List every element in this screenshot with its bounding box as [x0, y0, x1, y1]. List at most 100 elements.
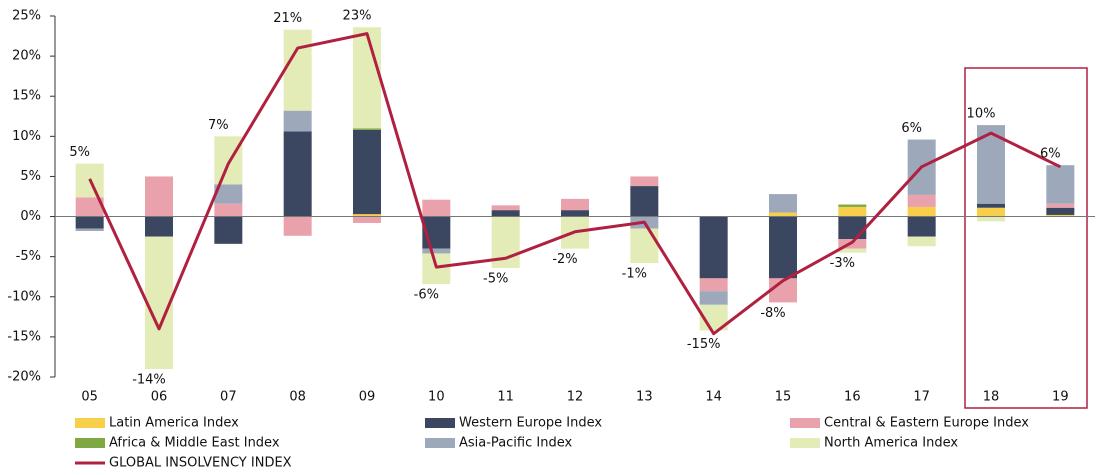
data-label: 10%: [967, 107, 996, 122]
data-label: 21%: [273, 11, 302, 26]
data-label: 6%: [901, 121, 922, 136]
bar-segment: [75, 216, 104, 229]
y-tick-label: -15%: [7, 329, 41, 344]
data-label: -15%: [687, 337, 721, 352]
bar-segment: [1046, 214, 1075, 217]
x-tick-label: 08: [289, 390, 306, 405]
x-tick-label: 16: [844, 390, 861, 405]
bar-segment: [907, 206, 936, 217]
bar-segment: [491, 210, 520, 217]
bar-segment: [75, 228, 104, 231]
legend-swatch: [425, 438, 455, 448]
legend-swatch: [75, 438, 105, 448]
y-tick-label: -5%: [16, 249, 41, 264]
bar-segment: [283, 216, 312, 236]
highlight-box: [964, 67, 1088, 409]
bar-segment: [1046, 203, 1075, 208]
y-tick-label: -10%: [7, 289, 41, 304]
y-tick-label: -20%: [7, 370, 41, 385]
data-label: 5%: [69, 145, 90, 160]
y-tick-label: 15%: [12, 89, 41, 104]
data-label: -2%: [552, 252, 577, 267]
legend-swatch: [790, 418, 820, 428]
y-tick-label: 25%: [12, 9, 41, 24]
x-tick-label: 05: [81, 390, 98, 405]
legend-label: Western Europe Index: [459, 416, 602, 431]
data-label: -1%: [622, 267, 647, 282]
bar-segment: [630, 228, 659, 264]
bar-segment: [353, 129, 381, 215]
y-tick-label: 20%: [12, 49, 41, 64]
x-tick-label: 13: [636, 390, 653, 405]
bar-segment: [214, 216, 243, 244]
bar-segment: [769, 212, 797, 217]
bar-segment: [907, 236, 936, 247]
legend-swatch: [790, 438, 820, 448]
bar-segment: [838, 206, 867, 217]
x-tick-label: 14: [705, 390, 722, 405]
bar-segment: [353, 214, 381, 217]
bar-segment: [353, 27, 381, 129]
bar-segment: [1046, 207, 1075, 215]
data-label: -5%: [483, 271, 508, 286]
bar-segment: [630, 186, 659, 217]
x-tick-label: 15: [775, 390, 792, 405]
bar-segment: [75, 197, 104, 217]
x-tick-label: 19: [1052, 390, 1069, 405]
bar-segment: [422, 199, 451, 217]
bar-segment: [214, 184, 243, 204]
bar-segment: [699, 291, 728, 305]
bar-segment: [977, 216, 1005, 222]
bar-segment: [283, 29, 312, 111]
data-label: 7%: [208, 118, 229, 133]
data-label: 23%: [343, 9, 372, 24]
x-tick-label: 11: [497, 390, 514, 405]
bar-segment: [422, 253, 451, 284]
bar-segment: [353, 128, 381, 130]
data-label: -8%: [760, 306, 785, 321]
bar-segment: [907, 216, 936, 237]
bar-segment: [699, 278, 728, 292]
legend-label: Latin America Index: [109, 416, 239, 431]
bar-segment: [214, 136, 243, 185]
x-tick-label: 10: [428, 390, 445, 405]
bar-segment: [977, 203, 1005, 208]
data-label: 6%: [1040, 147, 1061, 162]
data-label: -14%: [132, 372, 166, 387]
bar-segment: [630, 176, 659, 187]
data-label: -3%: [830, 256, 855, 271]
line: [88, 32, 1061, 336]
x-tick-label: 17: [913, 390, 930, 405]
x-tick-label: 18: [983, 390, 1000, 405]
bar-segment: [699, 216, 728, 279]
bar-segment: [838, 248, 867, 253]
bar-segment: [214, 203, 243, 217]
x-tick-label: 06: [151, 390, 168, 405]
bar-segment: [491, 205, 520, 211]
bar-segment: [561, 210, 589, 217]
legend-label: Asia-Pacific Index: [459, 436, 572, 451]
y-tick-label: 10%: [12, 129, 41, 144]
x-tick-label: 09: [359, 390, 376, 405]
bar-segment: [769, 194, 797, 213]
bar-segment: [561, 198, 589, 211]
legend-swatch: [75, 418, 105, 428]
legend-label: Africa & Middle East Index: [109, 436, 280, 451]
legend-swatch: [425, 418, 455, 428]
bar-segment: [283, 131, 312, 217]
bar-segment: [422, 248, 451, 254]
bar-segment: [769, 216, 797, 279]
bar-segment: [353, 216, 381, 223]
bar-segment: [1046, 165, 1075, 204]
legend-label: North America Index: [824, 436, 958, 451]
bar-segment: [907, 194, 936, 207]
bar-segment: [145, 176, 173, 217]
bar-segment: [838, 216, 867, 240]
x-tick-label: 07: [220, 390, 237, 405]
bar-segment: [977, 207, 1005, 217]
legend-label: GLOBAL INSOLVENCY INDEX: [109, 456, 292, 471]
y-tick-label: 5%: [20, 169, 41, 184]
x-tick-label: 12: [567, 390, 584, 405]
bar-segment: [838, 204, 867, 207]
